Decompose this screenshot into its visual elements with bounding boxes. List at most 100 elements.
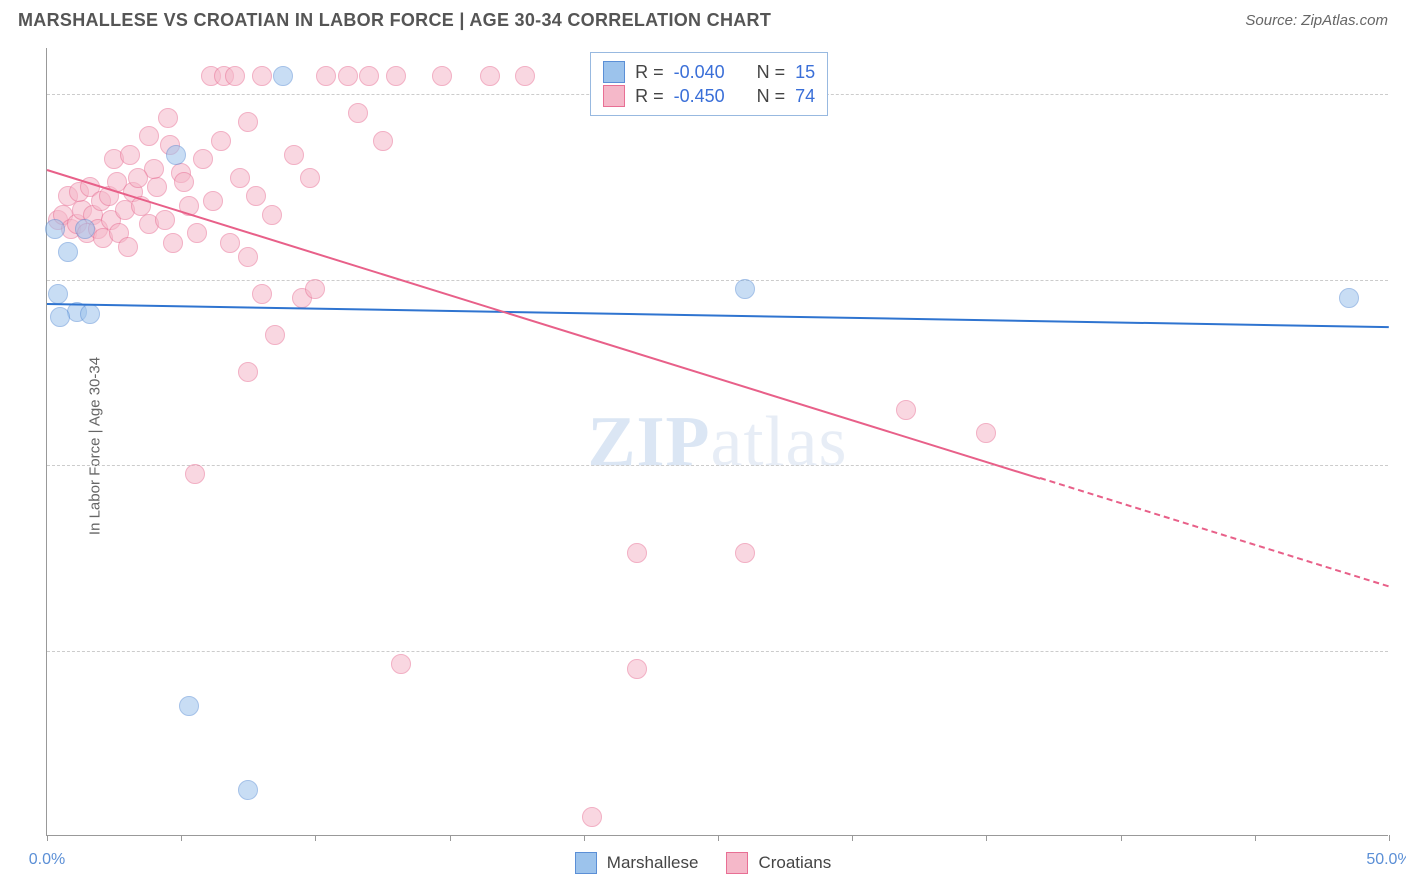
gridline [47, 651, 1388, 652]
data-point [252, 66, 272, 86]
data-point [273, 66, 293, 86]
stat-r-label: R = [635, 62, 664, 83]
stat-row: R = -0.450 N = 74 [603, 85, 815, 107]
data-point [386, 66, 406, 86]
data-point [179, 696, 199, 716]
x-tick [584, 835, 585, 841]
data-point [582, 807, 602, 827]
correlation-stat-box: R = -0.040 N = 15 R = -0.450 N = 74 [590, 52, 828, 116]
data-point [187, 223, 207, 243]
legend-label: Croatians [758, 853, 831, 873]
data-point [238, 780, 258, 800]
data-point [300, 168, 320, 188]
data-point [627, 659, 647, 679]
trend-line [47, 303, 1389, 328]
x-tick [1121, 835, 1122, 841]
data-point [45, 219, 65, 239]
stat-r-value: -0.450 [674, 86, 725, 107]
stat-n-value: 15 [795, 62, 815, 83]
bottom-legend: Marshallese Croatians [0, 852, 1406, 874]
data-point [265, 325, 285, 345]
y-tick-label: 60.0% [1396, 456, 1406, 474]
stat-n-label: N = [757, 86, 786, 107]
data-point [158, 108, 178, 128]
x-tick [1389, 835, 1390, 841]
data-point [147, 177, 167, 197]
data-point [480, 66, 500, 86]
legend-swatch [726, 852, 748, 874]
data-point [515, 66, 535, 86]
stat-n-value: 74 [795, 86, 815, 107]
chart-title: MARSHALLESE VS CROATIAN IN LABOR FORCE |… [18, 10, 771, 31]
data-point [284, 145, 304, 165]
data-point [627, 543, 647, 563]
data-point [305, 279, 325, 299]
x-tick [1255, 835, 1256, 841]
y-tick-label: 100.0% [1396, 85, 1406, 103]
legend-swatch [603, 85, 625, 107]
trend-line [1040, 477, 1389, 587]
data-point [735, 279, 755, 299]
data-point [252, 284, 272, 304]
trend-line [47, 169, 1041, 480]
x-tick [852, 835, 853, 841]
x-tick [315, 835, 316, 841]
data-point [238, 362, 258, 382]
data-point [1339, 288, 1359, 308]
data-point [246, 186, 266, 206]
data-point [48, 284, 68, 304]
data-point [185, 464, 205, 484]
legend-label: Marshallese [607, 853, 699, 873]
data-point [75, 219, 95, 239]
data-point [896, 400, 916, 420]
gridline [47, 280, 1388, 281]
legend-swatch [575, 852, 597, 874]
data-point [373, 131, 393, 151]
data-point [391, 654, 411, 674]
y-tick-label: 80.0% [1396, 271, 1406, 289]
data-point [211, 131, 231, 151]
data-point [735, 543, 755, 563]
stat-r-label: R = [635, 86, 664, 107]
data-point [238, 112, 258, 132]
stat-row: R = -0.040 N = 15 [603, 61, 815, 83]
data-point [193, 149, 213, 169]
data-point [225, 66, 245, 86]
data-point [50, 307, 70, 327]
data-point [348, 103, 368, 123]
x-tick [718, 835, 719, 841]
data-point [220, 233, 240, 253]
data-point [80, 304, 100, 324]
chart-source: Source: ZipAtlas.com [1245, 12, 1388, 29]
data-point [432, 66, 452, 86]
data-point [139, 126, 159, 146]
data-point [976, 423, 996, 443]
gridline [47, 465, 1388, 466]
x-tick [986, 835, 987, 841]
data-point [262, 205, 282, 225]
data-point [230, 168, 250, 188]
data-point [203, 191, 223, 211]
data-point [120, 145, 140, 165]
watermark: ZIPatlas [588, 400, 848, 483]
scatter-plot-area: ZIPatlas 40.0%60.0%80.0%100.0%0.0%50.0%R… [46, 48, 1388, 836]
legend-item: Croatians [726, 852, 831, 874]
x-tick [47, 835, 48, 841]
stat-n-label: N = [757, 62, 786, 83]
data-point [174, 172, 194, 192]
legend-swatch [603, 61, 625, 83]
data-point [316, 66, 336, 86]
data-point [359, 66, 379, 86]
data-point [118, 237, 138, 257]
data-point [155, 210, 175, 230]
data-point [338, 66, 358, 86]
stat-r-value: -0.040 [674, 62, 725, 83]
x-tick [181, 835, 182, 841]
legend-item: Marshallese [575, 852, 699, 874]
y-tick-label: 40.0% [1396, 642, 1406, 660]
data-point [163, 233, 183, 253]
data-point [238, 247, 258, 267]
data-point [128, 168, 148, 188]
data-point [166, 145, 186, 165]
data-point [58, 242, 78, 262]
